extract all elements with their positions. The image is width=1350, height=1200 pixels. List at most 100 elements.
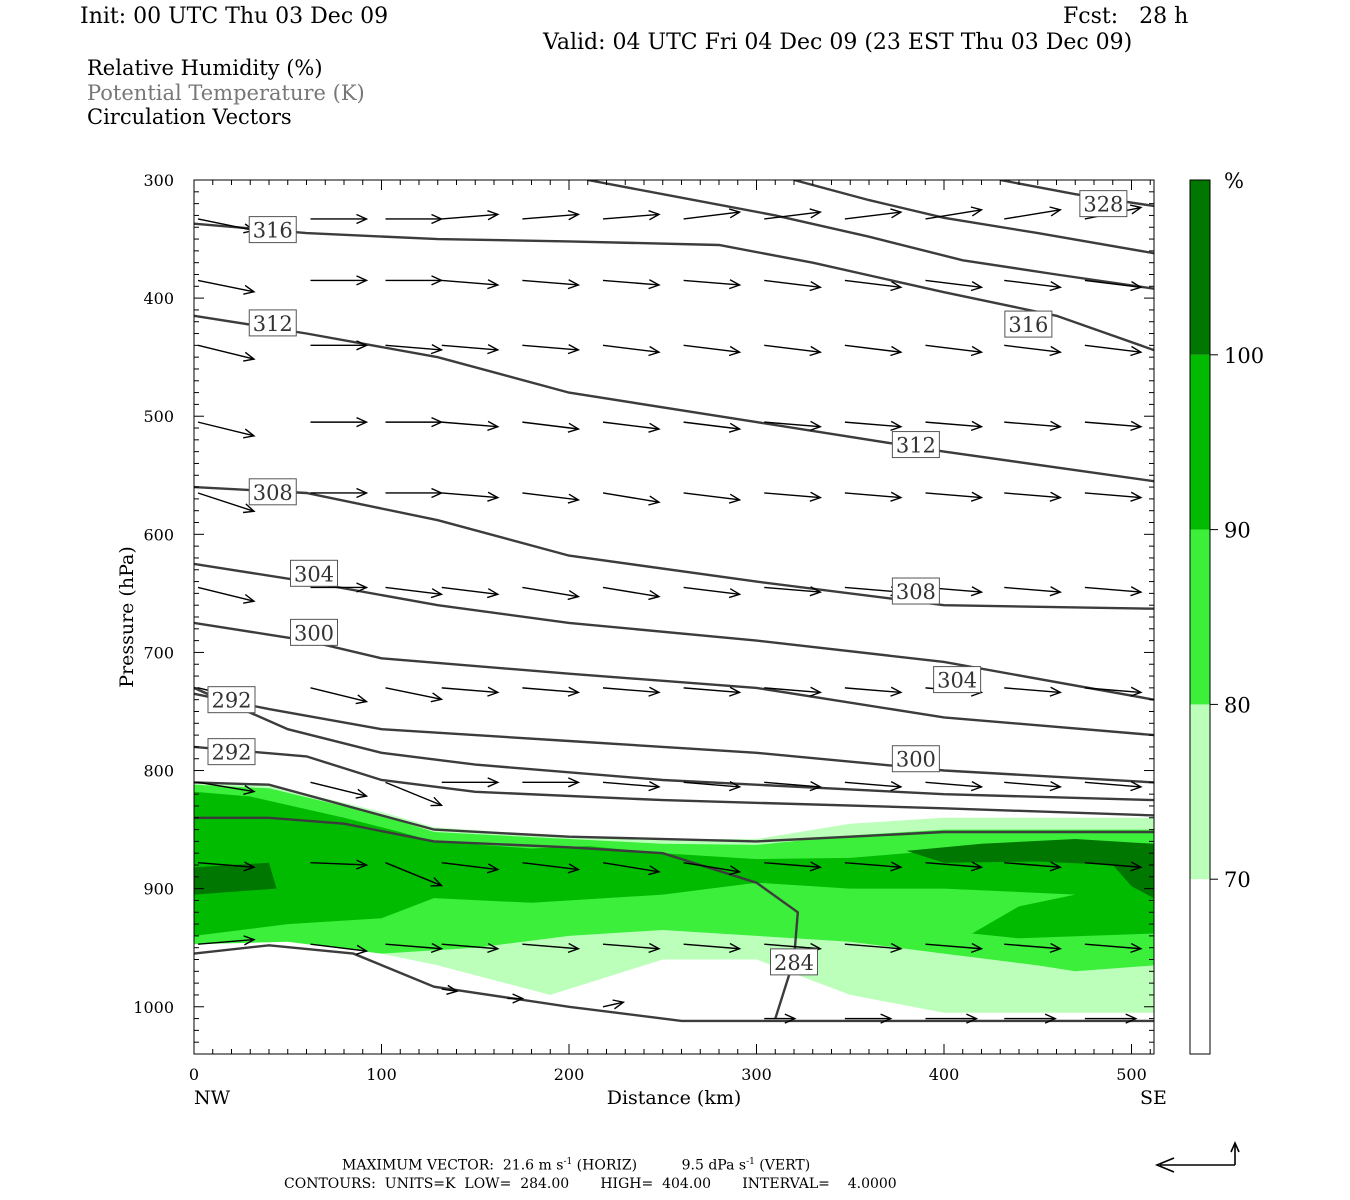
contour-label-284: 284 xyxy=(774,951,814,975)
circulation-vector xyxy=(764,344,823,357)
max-vector-line: MAXIMUM VECTOR: 21.6 m s-1 (HORIZ) 9.5 d… xyxy=(342,1157,810,1174)
circulation-vector xyxy=(844,279,903,292)
circulation-vector xyxy=(197,781,256,795)
circulation-vector xyxy=(310,859,369,870)
legend-relative-humidity: Relative Humidity (%) xyxy=(87,56,323,80)
circulation-vector xyxy=(1004,686,1063,697)
rh-region-90-100-2 xyxy=(194,791,1154,939)
circulation-vector xyxy=(602,344,661,357)
horiz-value: 21.6 m s xyxy=(502,1157,564,1174)
circulation-vector xyxy=(925,1013,979,1024)
contour-label-box xyxy=(207,738,256,766)
circulation-vector xyxy=(1004,1013,1057,1024)
colorbar-segment xyxy=(1190,704,1210,880)
circulation-vector xyxy=(764,586,823,597)
circulation-vector xyxy=(310,340,369,351)
vert-tag: (VERT) xyxy=(759,1157,811,1174)
theta-contour-292 xyxy=(194,686,1154,802)
circulation-vector xyxy=(441,777,500,788)
vert-value: 9.5 dPa s xyxy=(681,1157,747,1174)
contour-label-box xyxy=(770,948,818,976)
contour-label-box xyxy=(891,431,940,459)
circulation-vector xyxy=(522,777,581,788)
circulation-vector xyxy=(844,861,903,872)
circulation-vector xyxy=(522,421,581,433)
x-endpoint-left: NW xyxy=(194,1087,231,1109)
circulation-vector xyxy=(602,421,661,433)
legend-circulation-vectors: Circulation Vectors xyxy=(87,105,292,129)
y-tick-label: 300 xyxy=(143,171,174,190)
x-tick-label: 500 xyxy=(1116,1065,1147,1084)
contour-label-box xyxy=(1004,310,1053,338)
circulation-vector xyxy=(683,421,742,433)
rh-region-100-4 xyxy=(906,839,1154,899)
circulation-vector xyxy=(385,687,444,703)
circulation-vector xyxy=(522,586,581,601)
circulation-vector xyxy=(844,942,903,954)
contour-info: CONTOURS: UNITS=K LOW= 284.00 HIGH= 404.… xyxy=(284,1176,897,1192)
contour-label-box xyxy=(290,618,338,646)
circulation-vector xyxy=(310,487,369,499)
circulation-vector xyxy=(522,492,581,504)
tick-layer xyxy=(193,179,1154,1055)
circulation-vector xyxy=(602,780,661,792)
x-tick-label: 300 xyxy=(741,1065,772,1084)
circulation-vector xyxy=(764,420,823,432)
circulation-vector xyxy=(1004,780,1063,792)
max-vector-label: MAXIMUM VECTOR: xyxy=(342,1157,494,1174)
contour-label-box xyxy=(891,745,940,773)
contour-label-308: 308 xyxy=(896,580,936,604)
y-tick-label: 500 xyxy=(143,407,174,426)
y-tick-label: 700 xyxy=(143,643,174,662)
contour-label-304: 304 xyxy=(294,562,334,586)
circulation-vector xyxy=(310,275,369,286)
theta-contour-324 xyxy=(793,180,1154,255)
circulation-vector xyxy=(522,343,581,355)
circulation-vector xyxy=(197,344,256,362)
circulation-vector xyxy=(441,343,500,355)
circulation-vector xyxy=(683,942,742,954)
circulation-vector xyxy=(844,344,903,357)
circulation-vector xyxy=(522,210,581,221)
circulation-vector xyxy=(844,420,903,432)
circulation-vector xyxy=(683,861,742,876)
circulation-vector xyxy=(1084,344,1143,357)
circulation-vector xyxy=(1004,942,1063,954)
colorbar-segment xyxy=(1190,529,1210,705)
circulation-vector xyxy=(1084,1013,1138,1024)
theta-contour-284 xyxy=(194,816,800,1019)
x-axis-label: Distance (km) xyxy=(607,1087,742,1109)
circulation-vector xyxy=(925,206,984,220)
theta-contour-312 xyxy=(194,314,1154,483)
contour-label-312: 312 xyxy=(253,312,293,336)
circulation-vector xyxy=(310,582,369,593)
circulation-vector xyxy=(602,999,626,1010)
circulation-vector xyxy=(197,586,256,604)
colorbar-level-label: 80 xyxy=(1224,693,1251,717)
circulation-vector xyxy=(1084,942,1143,954)
theta-contour-296 xyxy=(194,692,1154,784)
circulation-vector xyxy=(602,586,661,601)
contour-label-316: 316 xyxy=(253,219,293,243)
circulation-vector xyxy=(197,492,256,514)
x-tick-label: 400 xyxy=(929,1065,960,1084)
circulation-vector xyxy=(844,208,903,220)
circulation-vector xyxy=(1084,491,1143,502)
circulation-vector xyxy=(522,686,581,697)
circulation-vector xyxy=(310,213,369,225)
circulation-vector xyxy=(441,279,500,290)
circulation-vector xyxy=(764,208,823,220)
legend-potential-temperature: Potential Temperature (K) xyxy=(87,81,365,105)
contour-label-box xyxy=(1079,190,1128,218)
circulation-vector xyxy=(1084,861,1143,872)
circulation-vector xyxy=(602,279,661,290)
contour-label-292: 292 xyxy=(211,689,251,713)
circulation-vector xyxy=(197,421,256,439)
circulation-vector xyxy=(441,942,500,954)
circulation-vector xyxy=(844,1013,893,1024)
circulation-vector xyxy=(602,942,661,954)
circulation-vector xyxy=(441,984,459,995)
y-tick-label: 800 xyxy=(143,762,174,781)
circulation-vector xyxy=(1084,780,1143,792)
